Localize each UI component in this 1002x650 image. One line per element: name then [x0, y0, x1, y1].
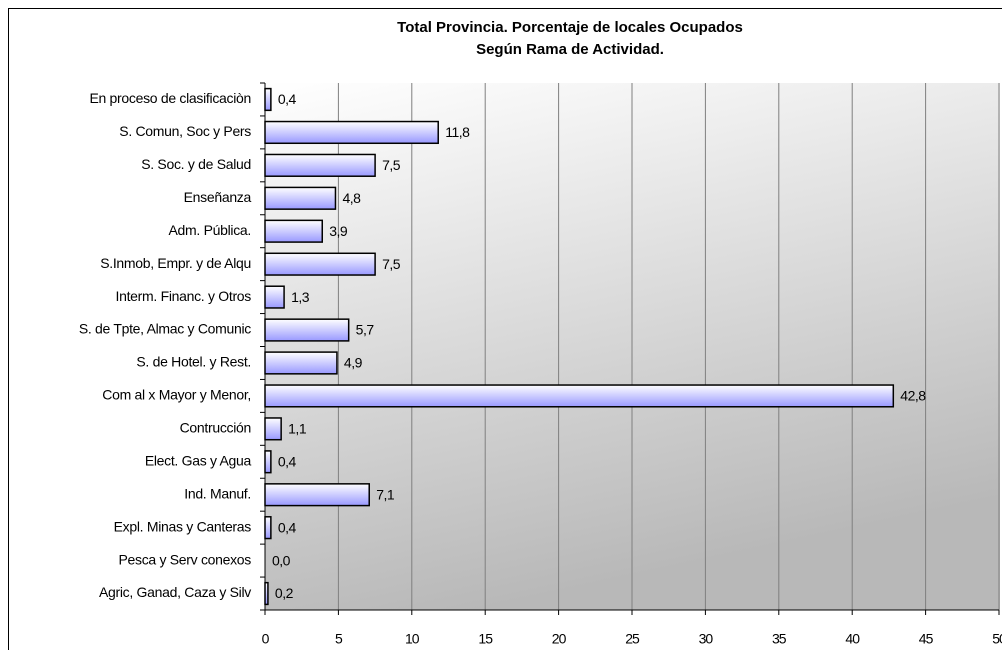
data-label: 7,1 [376, 486, 395, 502]
y-tick-label: Contrucción [180, 420, 251, 436]
x-tick-label: 15 [478, 631, 493, 647]
data-label: 11,8 [445, 124, 470, 140]
x-tick-label: 5 [335, 631, 343, 647]
data-label: 7,5 [382, 157, 401, 173]
y-tick-label: En proceso de clasificaciòn [89, 90, 251, 106]
data-label: 42,8 [900, 388, 926, 404]
y-tick-label: Adm. Pública. [169, 222, 251, 238]
bar [264, 483, 370, 507]
data-label: 1,3 [291, 289, 310, 305]
y-tick-label: Enseñanza [184, 189, 252, 205]
chart-title: Total Provincia. Porcentaje de locales O… [397, 19, 743, 36]
bar [264, 384, 895, 408]
bar [264, 120, 439, 145]
x-tick-label: 25 [625, 631, 640, 647]
y-tick-label: Elect. Gas y Agua [145, 452, 252, 468]
bar [264, 87, 272, 112]
data-label: 3,9 [329, 223, 348, 239]
y-tick-label: Pesca y Serv conexos [118, 551, 251, 567]
data-label: 5,7 [356, 322, 375, 338]
x-tick-label: 20 [552, 631, 567, 647]
bar [264, 285, 285, 309]
data-label: 0,4 [278, 519, 297, 535]
x-tick-label: 45 [919, 631, 934, 647]
bar [264, 450, 272, 474]
y-tick-label: S. Soc. y de Salud [141, 156, 251, 172]
bar [264, 153, 376, 177]
bar [264, 516, 272, 540]
data-label: 0,0 [272, 552, 291, 568]
bar [264, 219, 324, 243]
y-tick-label: Expl. Minas y Canteras [114, 518, 252, 534]
bar [264, 417, 282, 441]
bar [264, 318, 350, 342]
y-tick-label: Agric, Ganad, Caza y Silv [99, 584, 251, 600]
bar [264, 252, 376, 276]
y-tick-label: Interm. Financ. y Otros [116, 288, 252, 304]
data-label: 1,1 [288, 421, 307, 437]
bar [264, 351, 338, 375]
x-tick-label: 50 [992, 631, 1002, 647]
y-tick-label: S. de Hotel. y Rest. [136, 354, 251, 370]
y-tick-label: S.Inmob, Empr. y de Alqu [100, 255, 251, 271]
data-label: 0,4 [278, 91, 297, 107]
y-tick-label: Ind. Manuf. [184, 485, 251, 501]
y-tick-label: S. Comun, Soc y Pers [119, 123, 251, 139]
x-tick-label: 40 [845, 631, 860, 647]
data-label: 0,2 [275, 585, 294, 601]
data-label: 4,9 [344, 355, 363, 371]
x-tick-label: 35 [772, 631, 787, 647]
x-tick-label: 30 [699, 631, 714, 647]
data-label: 7,5 [382, 256, 401, 272]
chart-title: Según Rama de Actividad. [476, 41, 664, 58]
bar [264, 581, 269, 606]
bar [264, 186, 337, 210]
data-label: 0,4 [278, 453, 297, 469]
x-tick-label: 10 [405, 631, 420, 647]
x-tick-label: 0 [262, 631, 270, 647]
data-label: 4,8 [342, 190, 361, 206]
y-tick-label: S. de Tpte, Almac y Comunic [79, 321, 251, 337]
y-tick-label: Com al x Mayor y Menor, [102, 387, 251, 403]
